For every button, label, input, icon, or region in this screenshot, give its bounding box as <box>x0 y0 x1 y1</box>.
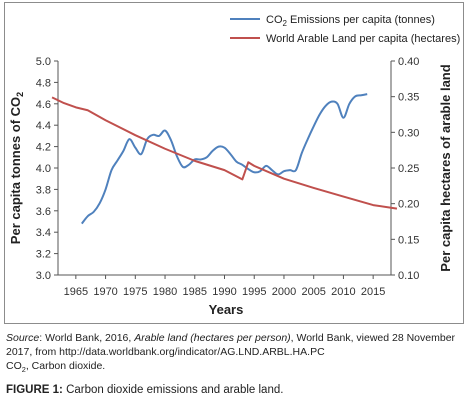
y-axis-title-right: Per capita hectares of arable land <box>438 64 453 271</box>
y-tick-label-left: 4.6 <box>36 99 51 111</box>
y-tick-label-right: 0.40 <box>398 56 419 68</box>
x-tick-label: 2005 <box>301 286 325 298</box>
y-tick-label-left: 3.8 <box>36 184 51 196</box>
y-tick-label-left: 4.0 <box>36 163 51 175</box>
x-tick-label: 2000 <box>272 286 296 298</box>
source-label: Source <box>6 332 40 344</box>
figure-caption: FIGURE 1: Carbon dioxide emissions and a… <box>6 384 284 396</box>
y-tick-label-left: 3.4 <box>36 227 51 239</box>
x-axis-title: Years <box>209 302 244 317</box>
y-tick-label-left: 4.4 <box>36 120 51 132</box>
chart-frame <box>4 2 464 324</box>
y-tick-label-left: 5.0 <box>36 56 51 68</box>
y-tick-label-left: 4.8 <box>36 77 51 89</box>
x-tick-label: 2015 <box>361 286 385 298</box>
x-tick-label: 2010 <box>331 286 355 298</box>
y-tick-label-right: 0.25 <box>398 163 419 175</box>
x-tick-label: 1965 <box>64 286 88 298</box>
chart: 3.0 3.2 3.4 3.6 3.8 4.0 4.2 4.4 4.6 4.8 5.0 0.10 0.… <box>8 14 460 317</box>
abbreviation-note: CO2, Carbon dioxide. <box>6 360 106 375</box>
y-tick-label-left: 3.0 <box>36 270 51 282</box>
y-tick-label-left: 3.6 <box>36 206 51 218</box>
caption-label: FIGURE 1: <box>6 384 63 396</box>
y-tick-label-right: 0.15 <box>398 234 419 246</box>
series-line-arable-land <box>51 96 398 210</box>
x-tick-label: 1985 <box>183 286 207 298</box>
y-tick-label-left: 3.2 <box>36 249 51 261</box>
y-tick-label-left: 4.2 <box>36 142 51 154</box>
y-axis-title-left: Per capita tonnes of CO2 <box>8 92 25 244</box>
x-tick-label: 1990 <box>212 286 236 298</box>
y-axis-title-left-subscript: 2 <box>15 92 25 97</box>
x-tick-label: 1975 <box>123 286 147 298</box>
source-title: Arable land (hectares per person) <box>134 332 291 344</box>
x-tick-label: 1995 <box>242 286 266 298</box>
series-line-co2-emissions <box>80 93 368 225</box>
legend-label-arable: World Arable Land per capita (hectares) <box>266 33 460 45</box>
y-tick-label-right: 0.10 <box>398 270 419 282</box>
x-tick-label: 1980 <box>153 286 177 298</box>
legend: CO2 Emissions per capita (tonnes) World … <box>230 14 460 45</box>
source-note: Source: World Bank, 2016, Arable land (h… <box>6 332 456 358</box>
y-tick-label-right: 0.35 <box>398 92 419 104</box>
legend-label-co2: CO2 Emissions per capita (tonnes) <box>266 14 435 28</box>
x-tick-label: 1970 <box>93 286 117 298</box>
y-tick-label-right: 0.20 <box>398 199 419 211</box>
y-tick-label-right: 0.30 <box>398 127 419 139</box>
